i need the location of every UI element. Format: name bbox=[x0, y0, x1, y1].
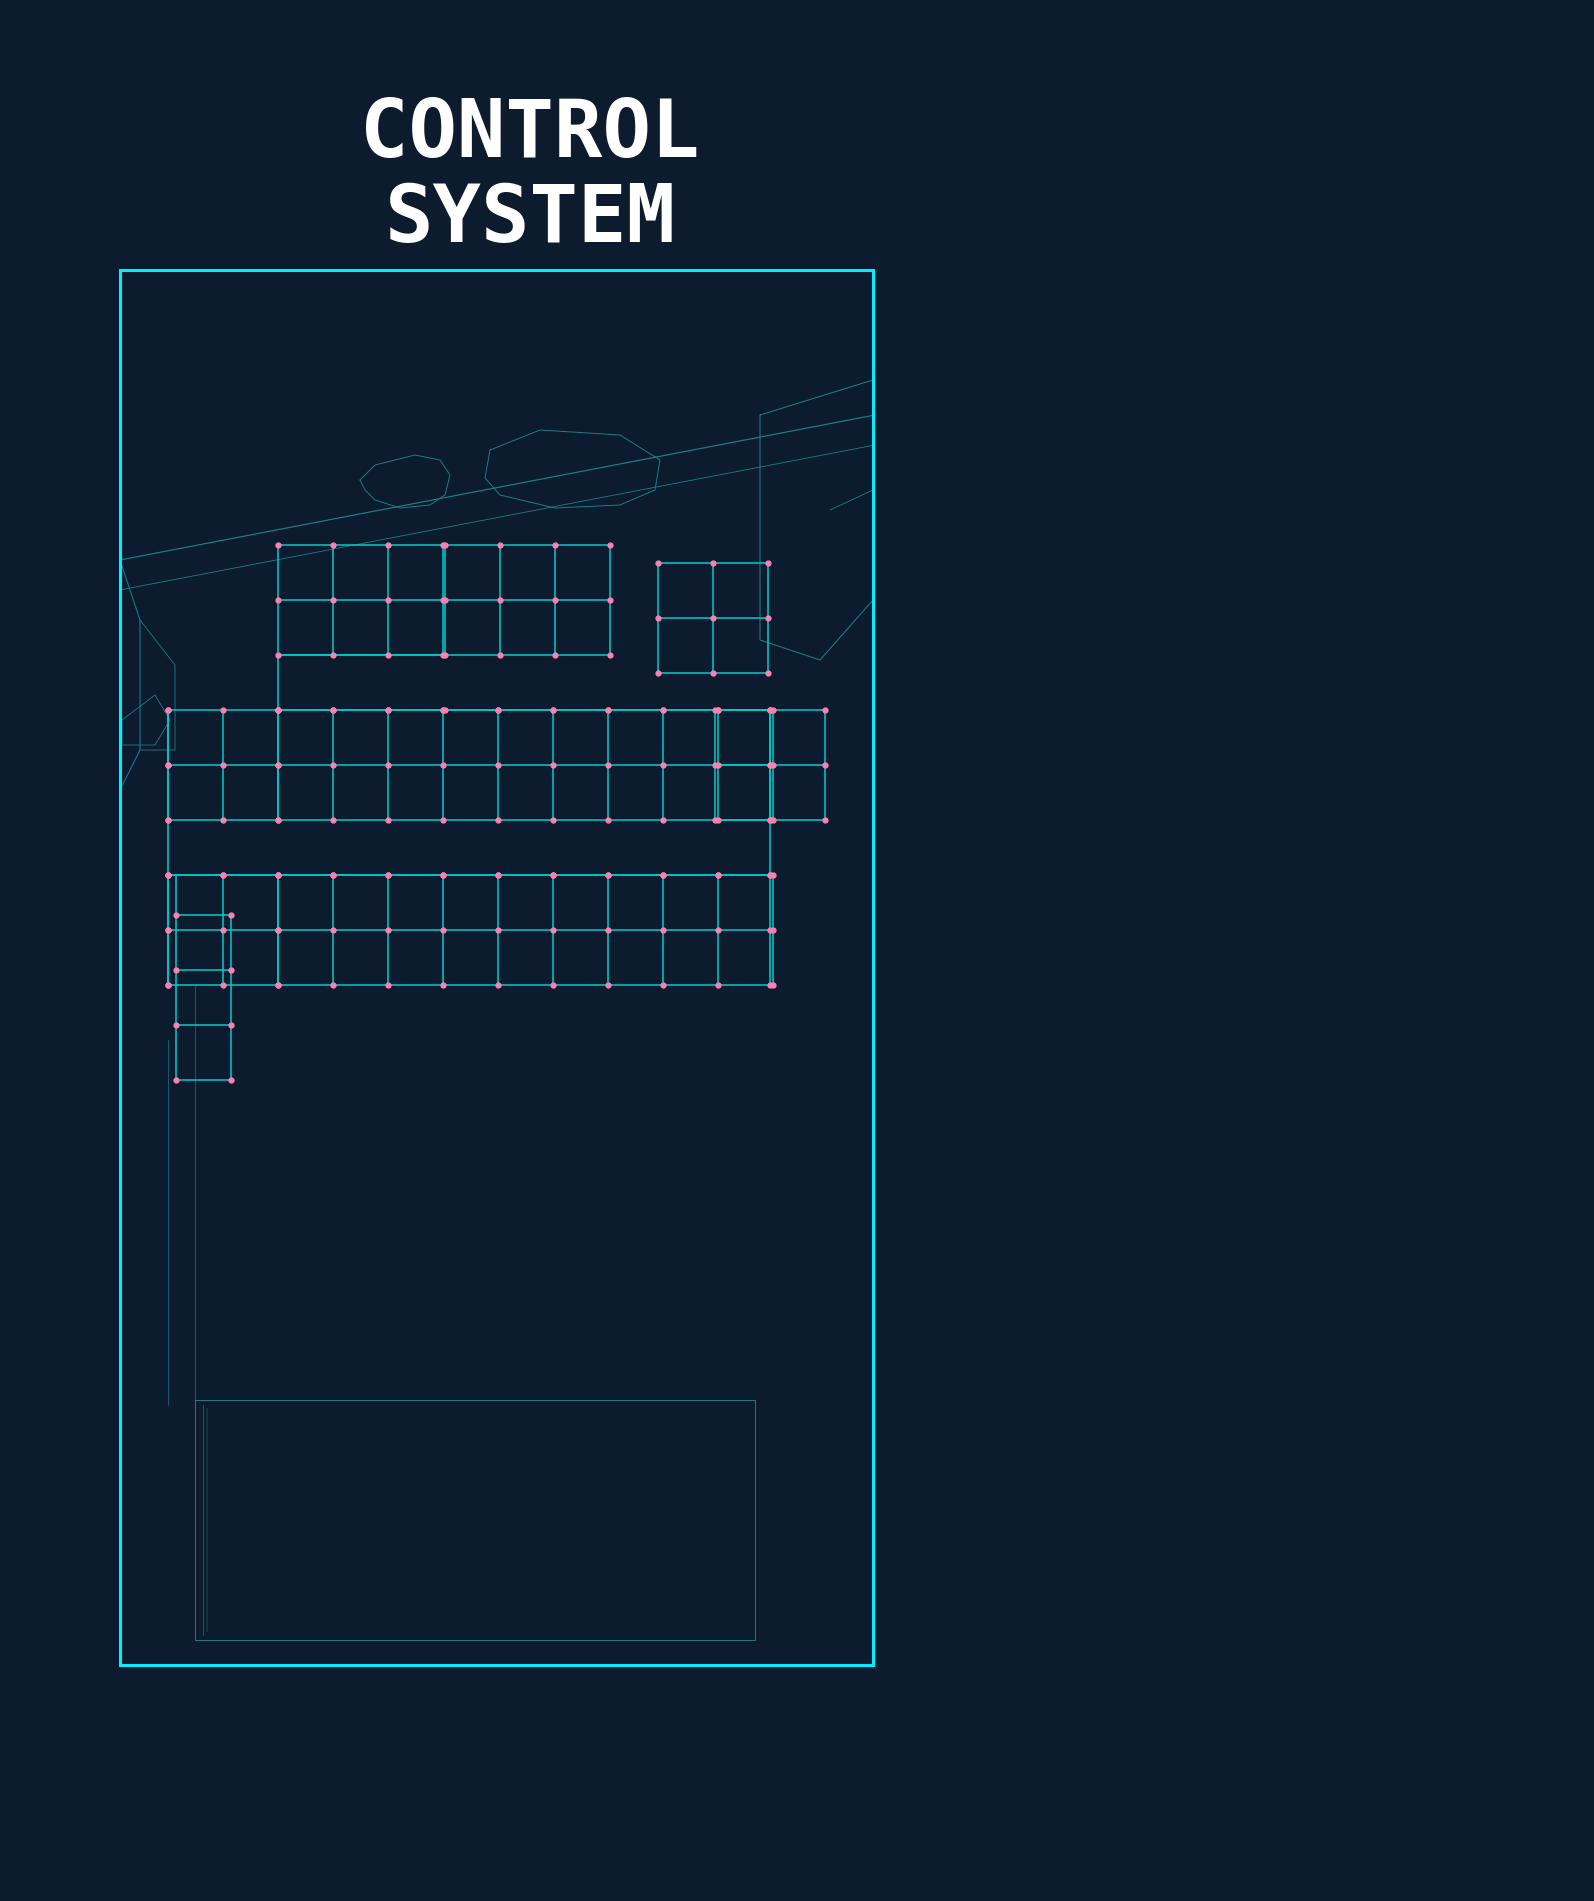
Text: SYSTEM: SYSTEM bbox=[384, 181, 676, 259]
Bar bbox=[120, 270, 874, 1665]
Text: CONTROL: CONTROL bbox=[360, 95, 700, 175]
